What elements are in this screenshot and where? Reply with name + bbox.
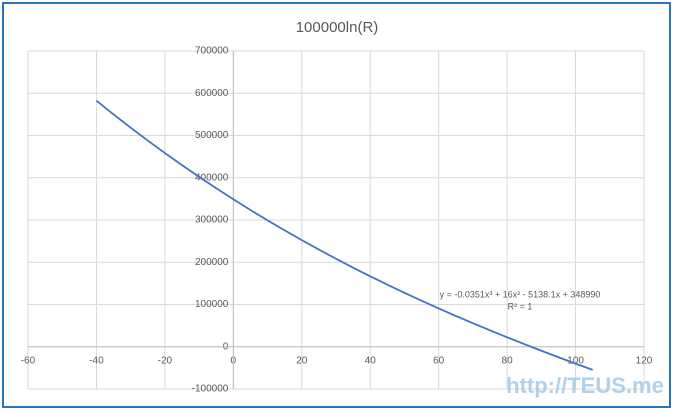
y-tick-label: 700000: [195, 46, 229, 57]
x-tick-label: -40: [89, 355, 104, 366]
x-tick-label: -60: [21, 355, 36, 366]
watermark: http://TEUS.me: [506, 373, 664, 398]
x-tick-label: 40: [365, 355, 377, 366]
y-tick-label: -100000: [192, 384, 229, 395]
y-tick-label: 200000: [195, 257, 229, 268]
x-tick-label: 80: [502, 355, 514, 366]
x-tick-label: -20: [158, 355, 173, 366]
x-tick-label: 100: [567, 355, 584, 366]
r-squared: R² = 1: [508, 301, 533, 311]
chart-title: 100000ln(R): [296, 19, 379, 36]
y-tick-label: 400000: [195, 172, 229, 183]
x-tick-label: 120: [636, 355, 653, 366]
y-tick-label: 300000: [195, 215, 229, 226]
plot: [95, 99, 593, 371]
y-tick-label: 500000: [195, 130, 229, 141]
chart-frame: [2, 2, 671, 408]
grid: -100000010000020000030000040000050000060…: [21, 46, 653, 395]
x-tick-label: 20: [296, 355, 308, 366]
y-tick-label: 100000: [195, 299, 229, 310]
y-tick-label: 600000: [195, 88, 229, 99]
trendline-equation: y = -0.0351x³ + 16x² - 5138.1x + 348990: [440, 289, 601, 299]
x-tick-label: 60: [433, 355, 445, 366]
series-line: [95, 99, 593, 371]
